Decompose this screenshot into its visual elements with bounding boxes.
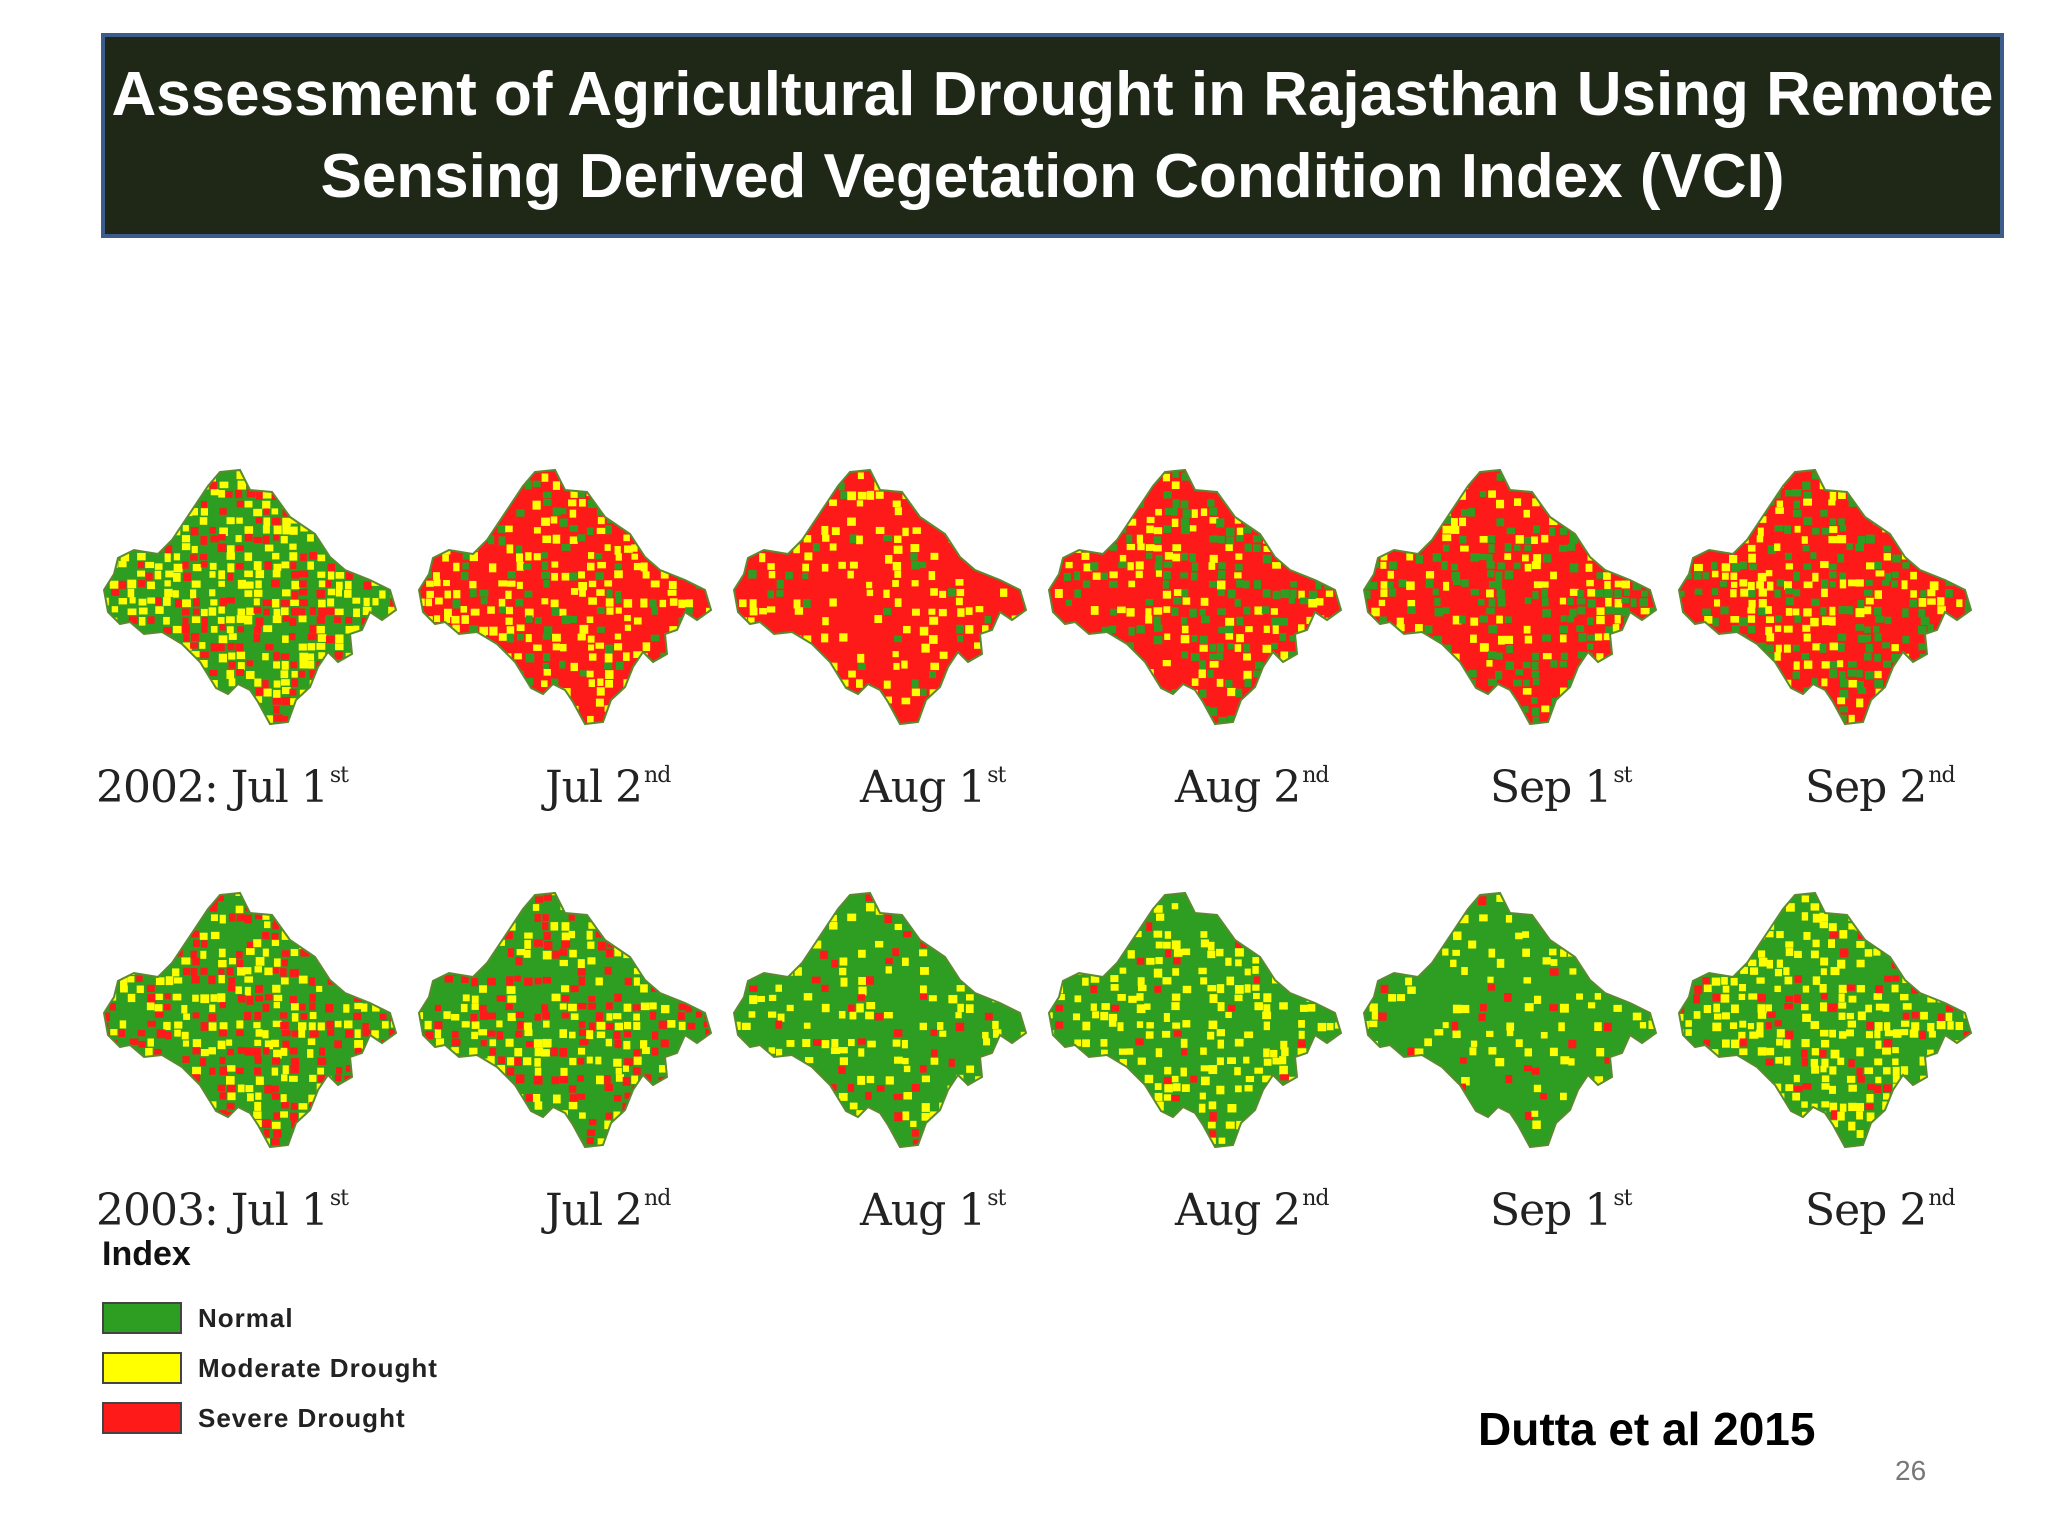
vci-map-2003-6 [1675,885,1975,1175]
vci-map-2002-2 [415,462,715,752]
citation: Dutta et al 2015 [1478,1403,1816,1455]
map-label-text: Jul 2 [545,762,643,813]
map-label-2002-4: Aug 2nd [1175,762,1330,813]
map-label-2003-6: Sep 2nd [1805,1185,1956,1236]
legend-label-moderate: Moderate Drought [198,1352,438,1383]
map-label-text: Jul 2 [545,1185,643,1236]
legend-item-severe: Severe Drought [102,1400,406,1436]
map-label-ordinal: nd [1928,1186,1955,1211]
map-label-2002-6: Sep 2nd [1805,762,1956,813]
map-label-2002-3: Aug 1st [860,762,1006,813]
map-label-text: 2002: Jul 1 [96,762,329,813]
map-label-text: Sep 1 [1490,762,1612,813]
slide-title: Assessment of Agricultural Drought in Ra… [101,33,2004,238]
slide-title-line-2: Sensing Derived Vegetation Condition Ind… [320,141,1785,211]
vci-map-2003-3 [730,885,1030,1175]
map-label-ordinal: nd [644,763,671,788]
map-label-ordinal: nd [1302,1186,1329,1211]
legend-swatch-severe [102,1402,182,1434]
vci-map-2002-5 [1360,462,1660,752]
vci-map-2002-3 [730,462,1030,752]
legend-item-normal: Normal [102,1300,294,1336]
map-label-2003-3: Aug 1st [860,1185,1006,1236]
map-label-2003-4: Aug 2nd [1175,1185,1330,1236]
map-label-ordinal: st [987,1186,1006,1211]
map-label-2003-5: Sep 1st [1490,1185,1632,1236]
map-label-2003-1: 2003: Jul 1st [96,1185,349,1236]
map-label-2002-2: Jul 2nd [545,762,671,813]
map-label-text: Sep 2 [1805,1185,1927,1236]
legend-swatch-moderate [102,1352,182,1384]
legend-swatch-normal [102,1302,182,1334]
map-label-2002-5: Sep 1st [1490,762,1632,813]
map-label-ordinal: nd [1928,763,1955,788]
vci-map-2002-6 [1675,462,1975,752]
slide-title-line-1: Assessment of Agricultural Drought in Ra… [111,59,1994,129]
map-label-ordinal: nd [644,1186,671,1211]
vci-map-2003-1 [100,885,400,1175]
vci-map-2003-4 [1045,885,1345,1175]
map-label-ordinal: st [1613,763,1632,788]
map-label-text: 2003: Jul 1 [96,1185,329,1236]
map-label-ordinal: st [329,763,349,788]
legend-item-moderate: Moderate Drought [102,1350,438,1386]
map-label-ordinal: nd [1302,763,1329,788]
map-label-text: Aug 1 [860,1185,986,1236]
map-label-text: Sep 1 [1490,1185,1612,1236]
map-label-text: Sep 2 [1805,762,1927,813]
vci-map-2002-4 [1045,462,1345,752]
map-label-ordinal: st [987,763,1006,788]
map-label-text: Aug 2 [1175,1185,1301,1236]
vci-map-2002-1 [100,462,400,752]
map-label-ordinal: st [329,1186,349,1211]
map-label-text: Aug 1 [860,762,986,813]
map-label-ordinal: st [1613,1186,1632,1211]
vci-map-2003-5 [1360,885,1660,1175]
map-label-2002-1: 2002: Jul 1st [96,762,349,813]
legend-label-normal: Normal [198,1302,294,1333]
vci-map-2003-2 [415,885,715,1175]
legend-title: Index [102,1235,191,1273]
legend-label-severe: Severe Drought [198,1402,406,1433]
map-label-text: Aug 2 [1175,762,1301,813]
page-number: 26 [1895,1455,1927,1486]
map-label-2003-2: Jul 2nd [545,1185,671,1236]
